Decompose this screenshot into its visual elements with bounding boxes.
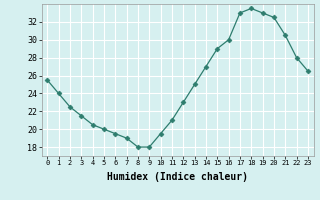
X-axis label: Humidex (Indice chaleur): Humidex (Indice chaleur) xyxy=(107,172,248,182)
